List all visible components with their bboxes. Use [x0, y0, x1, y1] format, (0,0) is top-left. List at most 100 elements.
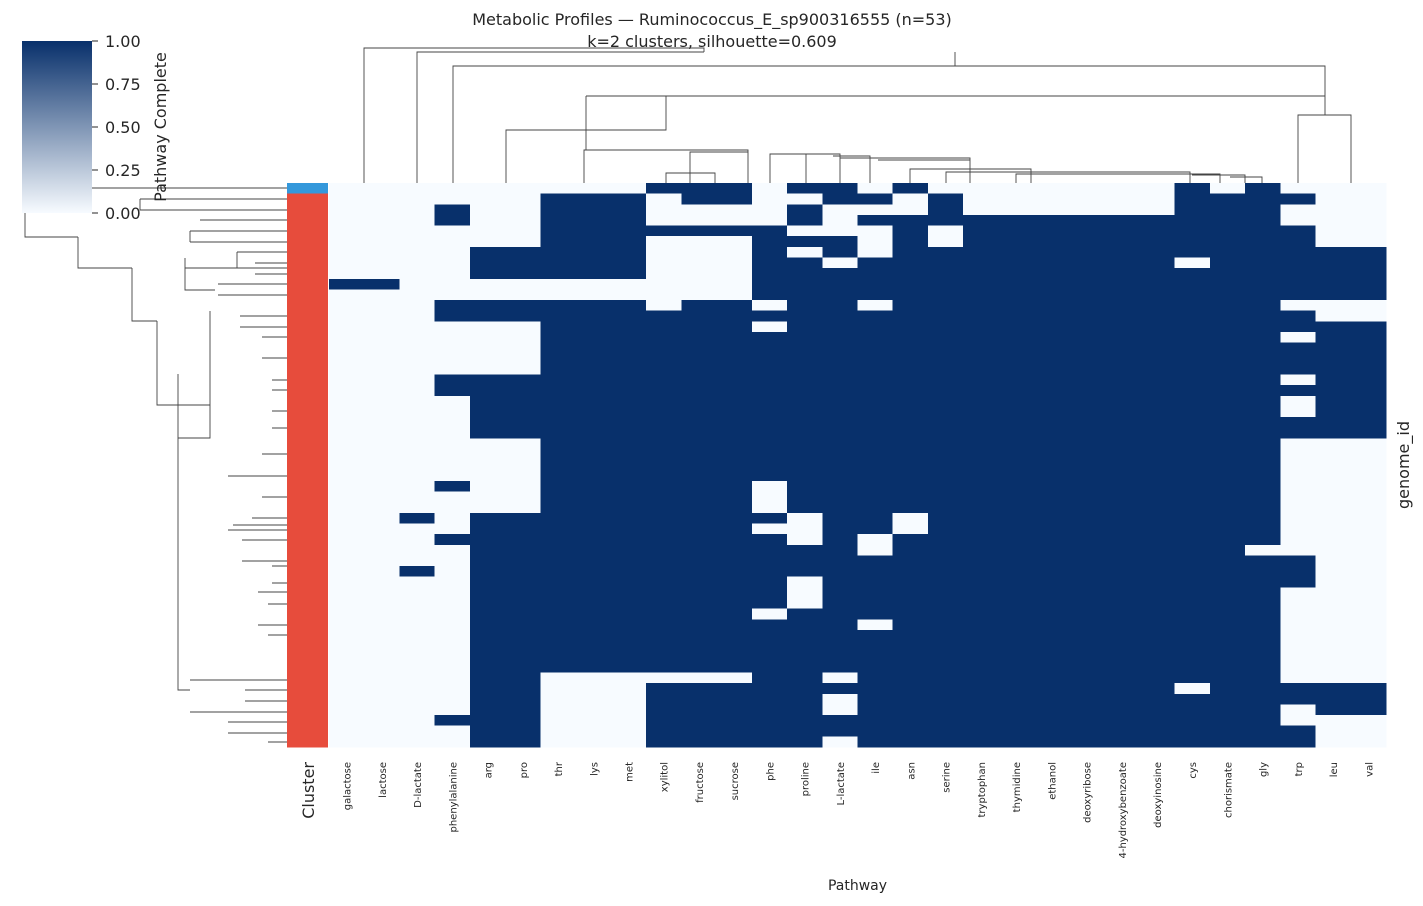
heatmap-cell	[1350, 427, 1387, 439]
heatmap-cell	[610, 640, 647, 652]
heatmap-cell	[963, 353, 1000, 365]
heatmap-cell	[434, 491, 471, 503]
heatmap-cell	[751, 619, 788, 631]
heatmap-cell	[1033, 427, 1070, 439]
heatmap-cell	[1280, 459, 1317, 471]
heatmap-cell	[1315, 502, 1352, 514]
heatmap-cell	[927, 406, 964, 418]
x-tick-label: arg	[484, 762, 495, 778]
heatmap-cell	[857, 204, 894, 216]
heatmap-cell	[1350, 715, 1387, 727]
heatmap-cell	[1139, 363, 1176, 376]
colorbar-label: Pathway Complete	[151, 52, 170, 202]
heatmap-cell	[610, 523, 647, 535]
heatmap-cell	[610, 214, 647, 227]
heatmap-cell	[505, 385, 541, 397]
heatmap-cell	[998, 736, 1035, 748]
heatmap-cell	[927, 268, 964, 280]
heatmap-cell	[927, 566, 964, 578]
heatmap-cell	[540, 459, 577, 471]
heatmap-cell	[1104, 629, 1140, 642]
x-tick-label: deoxyribose	[1083, 762, 1094, 823]
heatmap-cell	[646, 491, 682, 503]
heatmap-cell	[716, 246, 753, 259]
heatmap-cell	[469, 278, 506, 291]
heatmap-cell	[716, 704, 753, 716]
heatmap-cell	[1033, 480, 1070, 493]
heatmap-cell	[575, 459, 612, 471]
cluster-cell	[287, 534, 328, 546]
heatmap-cell	[822, 608, 859, 620]
heatmap-cell	[1068, 523, 1105, 535]
heatmap-cell	[1245, 183, 1281, 195]
heatmap-cell	[963, 480, 1000, 493]
heatmap-cell	[1245, 395, 1281, 408]
heatmap-cell	[927, 523, 964, 535]
colorbar-tick-label: 0.50	[105, 118, 141, 137]
heatmap-cell	[787, 214, 823, 227]
heatmap-cell	[610, 725, 647, 737]
heatmap-cell	[822, 395, 859, 408]
heatmap-cell	[1245, 353, 1281, 365]
heatmap-cell	[1315, 661, 1352, 674]
heatmap-cell	[1174, 278, 1211, 291]
heatmap-cell	[822, 214, 859, 227]
heatmap-cell	[927, 193, 964, 205]
heatmap-cell	[963, 331, 1000, 344]
heatmap-cell	[505, 353, 541, 365]
heatmap-cell	[610, 459, 647, 471]
heatmap-cell	[751, 374, 788, 386]
heatmap-cell	[469, 459, 506, 471]
heatmap-cell	[681, 449, 718, 461]
heatmap-cell	[963, 236, 1000, 248]
heatmap-cell	[646, 661, 682, 674]
heatmap-cell	[1280, 321, 1317, 333]
heatmap-cell	[469, 619, 506, 631]
colorbar-tick-label: 0.75	[105, 75, 141, 94]
heatmap-cell	[716, 629, 753, 642]
heatmap-cell	[1280, 608, 1317, 620]
heatmap-cell	[857, 417, 894, 429]
heatmap-cell	[505, 661, 541, 674]
heatmap-cell	[1280, 374, 1317, 386]
heatmap-cell	[1350, 693, 1387, 706]
heatmap-cell	[1209, 459, 1246, 471]
heatmap-cell	[1174, 374, 1211, 386]
heatmap-cell	[1139, 236, 1176, 248]
heatmap-cell	[998, 289, 1035, 301]
heatmap-cell	[1174, 661, 1211, 674]
heatmap-cell	[963, 736, 1000, 748]
heatmap-cell	[787, 257, 823, 269]
heatmap-cell	[1350, 470, 1387, 482]
heatmap-cell	[963, 363, 1000, 376]
heatmap-cell	[469, 608, 506, 620]
heatmap-cell	[822, 438, 859, 450]
heatmap-cell	[364, 449, 401, 461]
heatmap-cell	[963, 204, 1000, 216]
heatmap-cell	[892, 449, 929, 461]
heatmap-cell	[505, 363, 541, 376]
heatmap-cell	[1174, 725, 1211, 737]
heatmap-cell	[469, 321, 506, 333]
heatmap-cell	[1280, 342, 1317, 354]
heatmap-cell	[540, 715, 577, 727]
heatmap-cell	[1280, 214, 1317, 227]
heatmap-cell	[329, 491, 365, 503]
heatmap-cell	[1104, 406, 1140, 418]
heatmap-cell	[469, 502, 506, 514]
heatmap-cell	[751, 417, 788, 429]
heatmap-cell	[1068, 300, 1105, 312]
heatmap-cell	[1350, 183, 1387, 195]
heatmap-cell	[610, 385, 647, 397]
heatmap-cell	[575, 587, 612, 599]
heatmap-cell	[751, 651, 788, 663]
heatmap-cell	[1174, 417, 1211, 429]
heatmap-cell	[1350, 502, 1387, 514]
heatmap-cell	[963, 289, 1000, 301]
heatmap-cell	[1033, 502, 1070, 514]
heatmap-cell	[575, 480, 612, 493]
heatmap-cell	[963, 651, 1000, 663]
heatmap-cell	[505, 619, 541, 631]
heatmap-cell	[329, 480, 365, 493]
